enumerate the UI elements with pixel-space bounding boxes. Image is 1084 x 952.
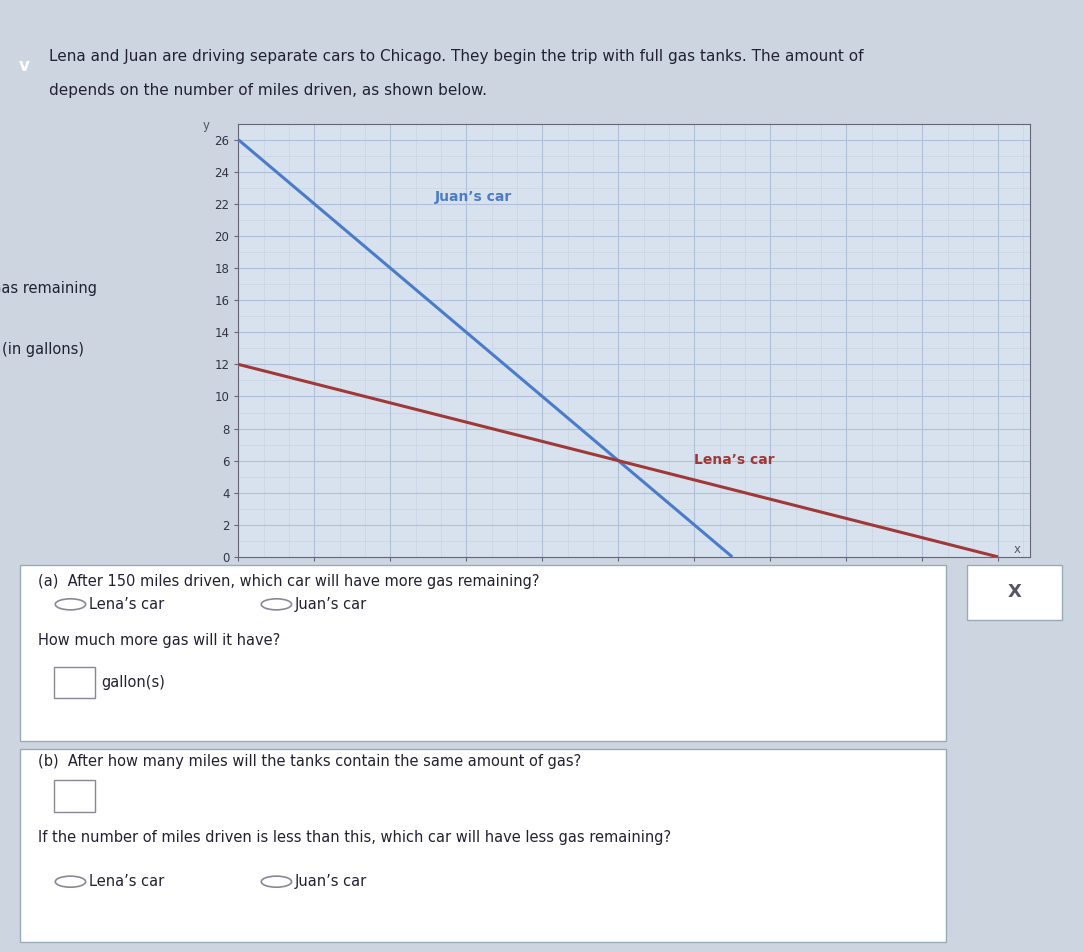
- Text: (a)  After 150 miles driven, which car will have more gas remaining?: (a) After 150 miles driven, which car wi…: [38, 573, 540, 588]
- Text: (b)  After how many miles will the tanks contain the same amount of gas?: (b) After how many miles will the tanks …: [38, 754, 581, 769]
- Text: (in gallons): (in gallons): [2, 342, 85, 356]
- Text: How much more gas will it have?: How much more gas will it have?: [38, 633, 280, 647]
- Text: Lena and Juan are driving separate cars to Chicago. They begin the trip with ful: Lena and Juan are driving separate cars …: [49, 50, 863, 64]
- Circle shape: [55, 599, 86, 610]
- FancyBboxPatch shape: [20, 748, 946, 942]
- Text: y: y: [203, 119, 210, 131]
- Text: Gas remaining: Gas remaining: [0, 281, 96, 296]
- FancyBboxPatch shape: [54, 780, 95, 812]
- Circle shape: [261, 876, 292, 887]
- Text: gallon(s): gallon(s): [101, 675, 165, 690]
- FancyBboxPatch shape: [54, 666, 95, 699]
- Text: Lena’s car: Lena’s car: [89, 597, 164, 612]
- Text: X: X: [1008, 584, 1021, 602]
- Text: Juan’s car: Juan’s car: [295, 874, 367, 889]
- Text: v: v: [18, 57, 30, 74]
- Circle shape: [55, 876, 86, 887]
- FancyBboxPatch shape: [20, 565, 946, 741]
- Text: If the number of miles driven is less than this, which car will have less gas re: If the number of miles driven is less th…: [38, 829, 671, 844]
- Text: depends on the number of miles driven, as shown below.: depends on the number of miles driven, a…: [49, 84, 487, 98]
- Text: x: x: [1014, 543, 1020, 556]
- X-axis label: Miles driven: Miles driven: [590, 585, 679, 601]
- Text: Lena’s car: Lena’s car: [89, 874, 164, 889]
- FancyBboxPatch shape: [967, 565, 1062, 620]
- Text: Lena’s car: Lena’s car: [694, 453, 775, 466]
- Circle shape: [261, 599, 292, 610]
- Text: Juan’s car: Juan’s car: [295, 597, 367, 612]
- Text: Juan’s car: Juan’s car: [435, 189, 512, 204]
